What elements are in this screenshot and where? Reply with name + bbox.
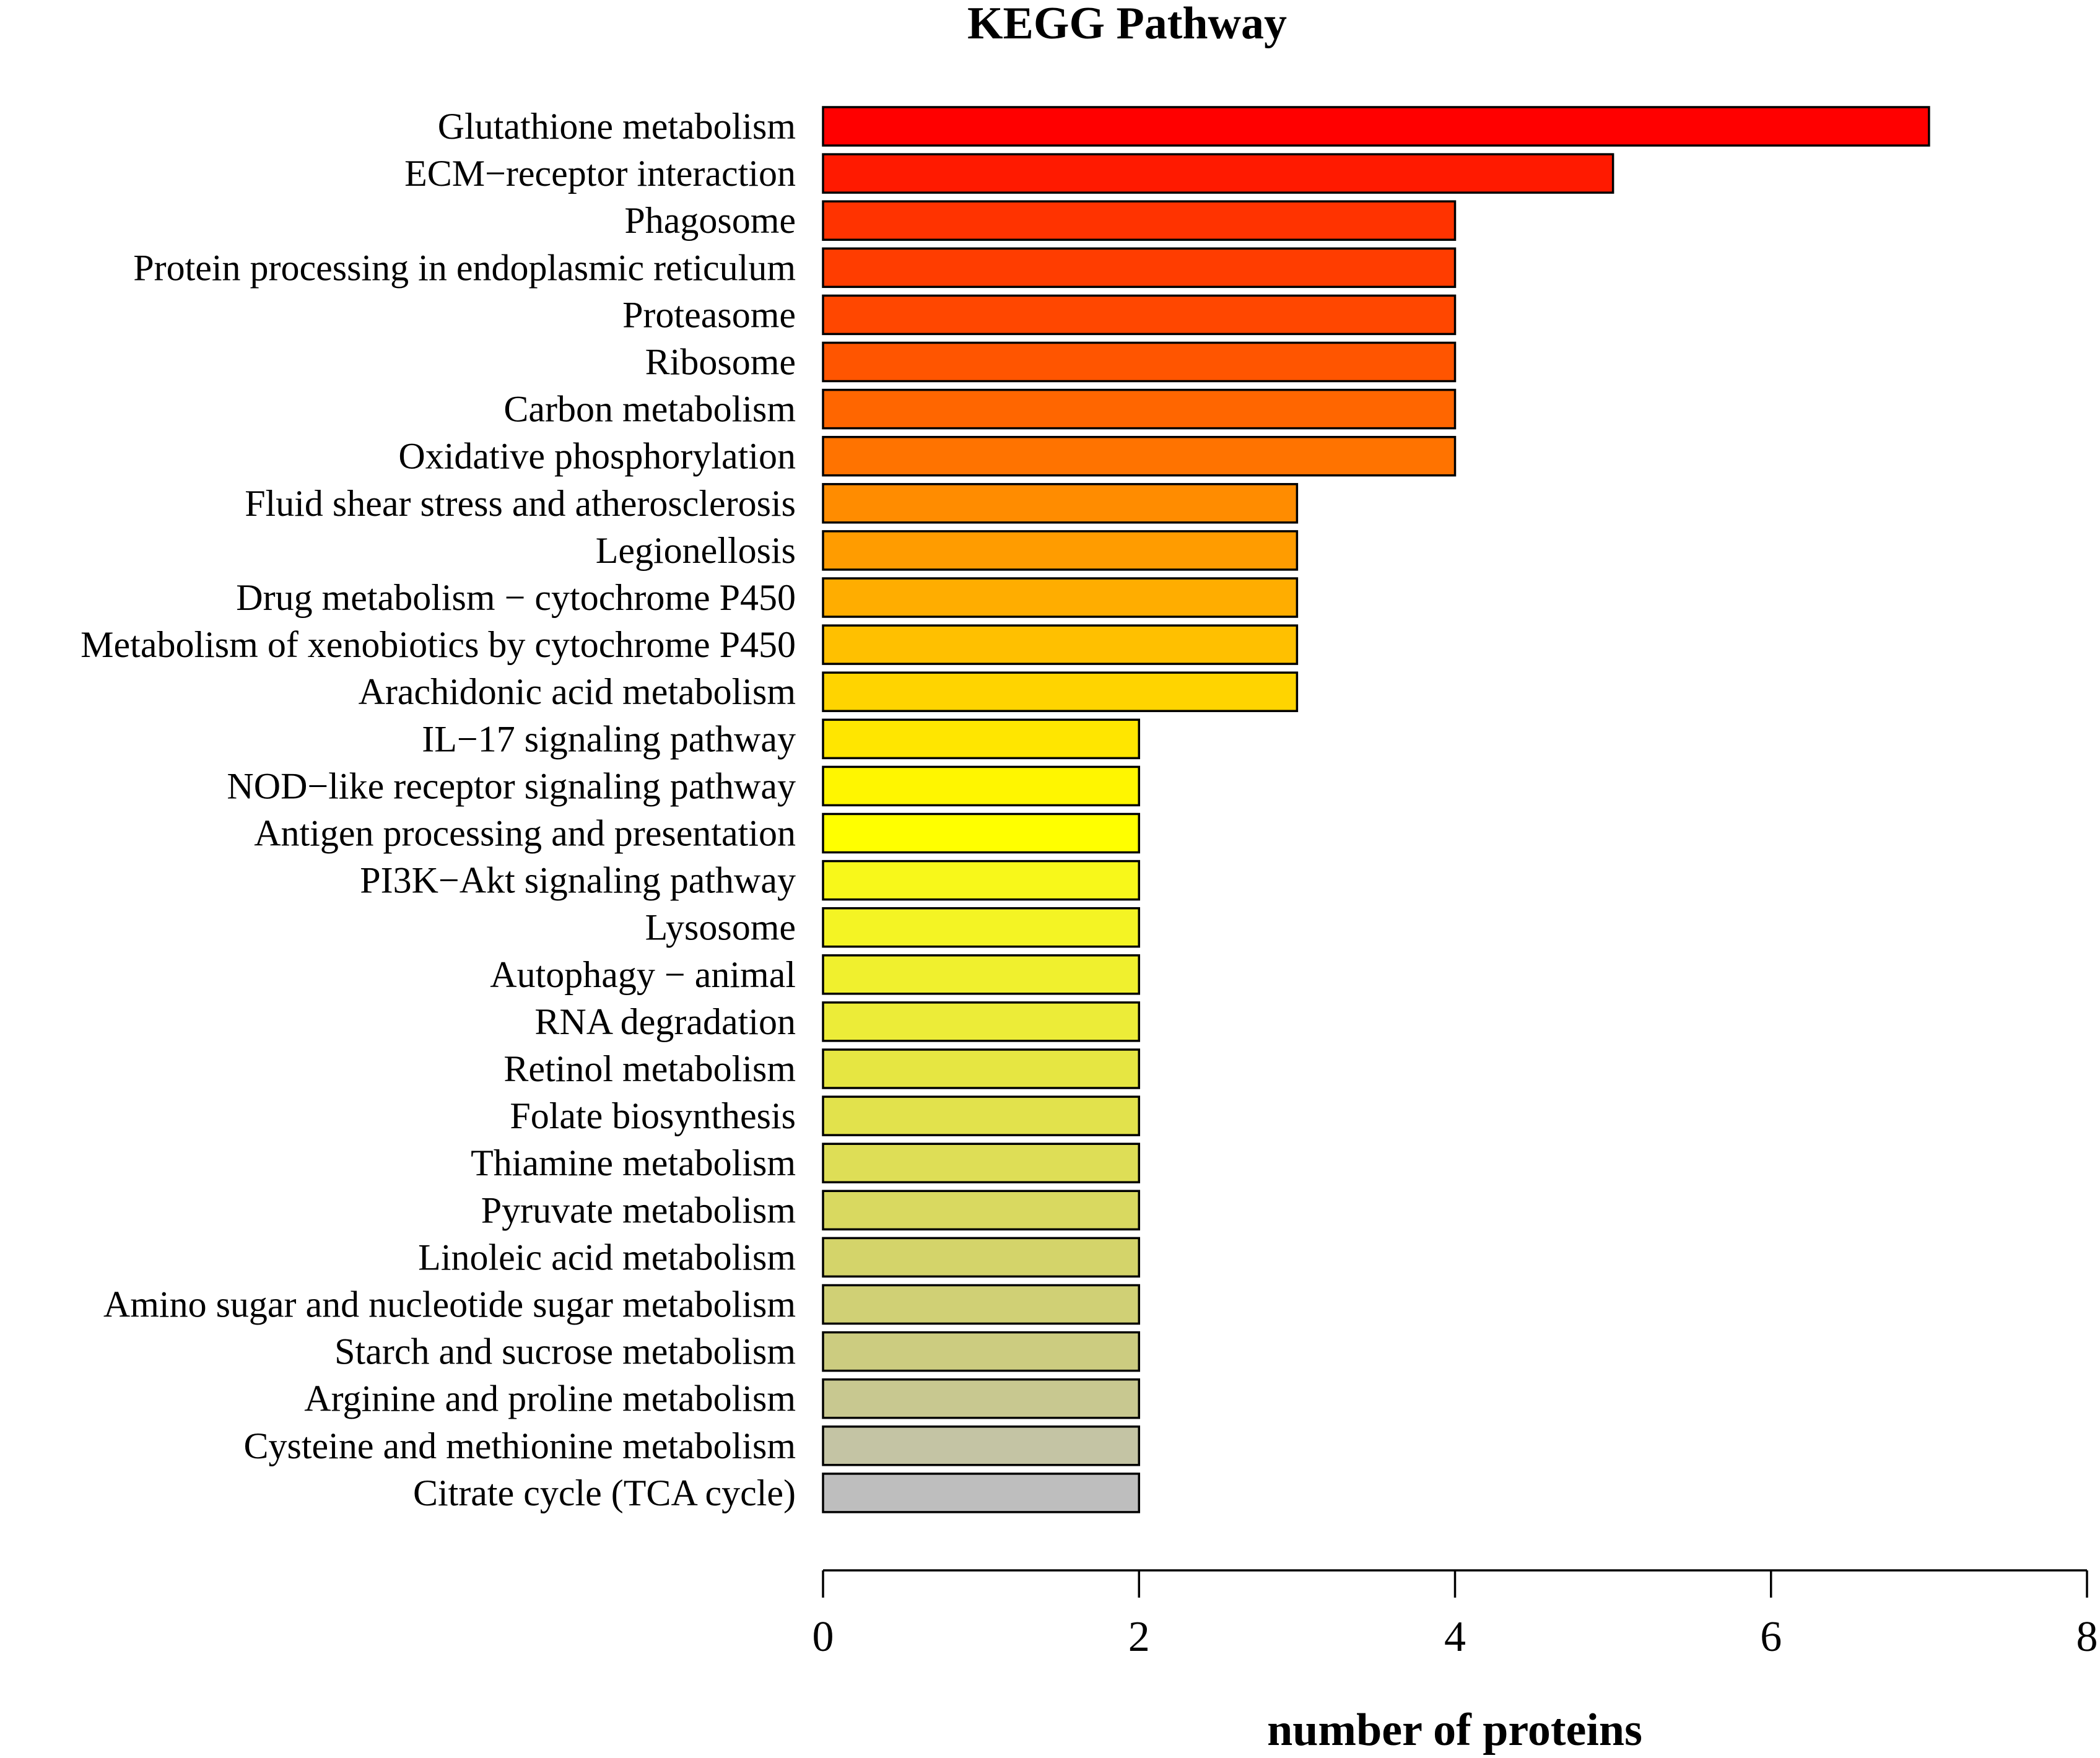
category-label: Glutathione metabolism (438, 106, 796, 147)
category-label: Oxidative phosphorylation (398, 436, 796, 477)
bar (822, 341, 1457, 383)
bar (822, 1237, 1140, 1278)
category-label: Arginine and proline metabolism (304, 1378, 796, 1419)
category-label: Autophagy − animal (490, 954, 796, 995)
bar (822, 1001, 1140, 1042)
bar (822, 200, 1457, 241)
bar (822, 106, 1930, 147)
bar (822, 435, 1457, 477)
bar (822, 718, 1140, 760)
bar (822, 483, 1299, 524)
category-label: Thiamine metabolism (471, 1142, 796, 1183)
x-tick-label: 4 (1444, 1613, 1466, 1661)
category-label: Cysteine and methionine metabolism (243, 1425, 796, 1466)
x-tick-label: 8 (2076, 1613, 2098, 1661)
category-label: Pyruvate metabolism (481, 1190, 796, 1230)
category-label: Retinol metabolism (503, 1048, 796, 1089)
chart-title: KEGG Pathway (967, 0, 1287, 49)
category-label: NOD−like receptor signaling pathway (227, 765, 796, 806)
x-tick-label: 6 (1760, 1613, 1782, 1661)
bar (822, 765, 1140, 807)
bars-group (822, 106, 1930, 1513)
category-label: Citrate cycle (TCA cycle) (413, 1473, 796, 1513)
category-label: Lysosome (645, 907, 796, 948)
bar (822, 1473, 1140, 1513)
x-axis-label: number of proteins (1267, 1705, 1642, 1756)
category-label: Linoleic acid metabolism (418, 1237, 796, 1277)
bar (822, 1190, 1140, 1231)
bar (822, 153, 1614, 194)
category-label: Starch and sucrose metabolism (334, 1331, 796, 1372)
bar (822, 577, 1299, 618)
bar (822, 812, 1140, 854)
category-label: ECM−receptor interaction (404, 153, 796, 194)
bar (822, 294, 1457, 336)
bar (822, 1378, 1140, 1419)
bar (822, 1142, 1140, 1183)
bar (822, 247, 1457, 289)
category-label: Fluid shear stress and atherosclerosis (245, 483, 796, 524)
x-tick-label: 0 (813, 1613, 834, 1661)
bar (822, 388, 1457, 430)
category-label: Metabolism of xenobiotics by cytochrome … (81, 624, 796, 665)
x-axis: 0 2 4 6 8 (813, 1569, 2098, 1661)
category-label: Folate biosynthesis (510, 1095, 796, 1136)
x-tick-label: 2 (1128, 1613, 1150, 1661)
category-label: Protein processing in endoplasmic reticu… (133, 247, 796, 288)
bar (822, 1284, 1140, 1325)
category-label: Drug metabolism − cytochrome P450 (236, 577, 796, 618)
category-label: Amino sugar and nucleotide sugar metabol… (103, 1284, 796, 1325)
bar (822, 1095, 1140, 1136)
category-label: Phagosome (624, 200, 796, 241)
category-label: Antigen processing and presentation (254, 813, 796, 854)
category-label: Legionellosis (596, 530, 796, 571)
category-label: RNA degradation (534, 1001, 796, 1042)
bar (822, 671, 1299, 712)
category-label: IL−17 signaling pathway (422, 718, 796, 759)
bar (822, 954, 1140, 995)
bar (822, 1425, 1140, 1466)
category-label: Ribosome (645, 342, 796, 383)
bar (822, 624, 1299, 665)
bar (822, 1048, 1140, 1089)
category-labels: Glutathione metabolism ECM−receptor inter… (81, 106, 796, 1513)
bar (822, 1331, 1140, 1372)
category-label: Carbon metabolism (503, 389, 796, 430)
bar (822, 907, 1140, 948)
category-label: PI3K−Akt signaling pathway (360, 860, 796, 901)
category-label: Proteasome (622, 294, 796, 335)
bar (822, 530, 1299, 571)
category-label: Arachidonic acid metabolism (359, 671, 796, 712)
bar (822, 859, 1140, 901)
